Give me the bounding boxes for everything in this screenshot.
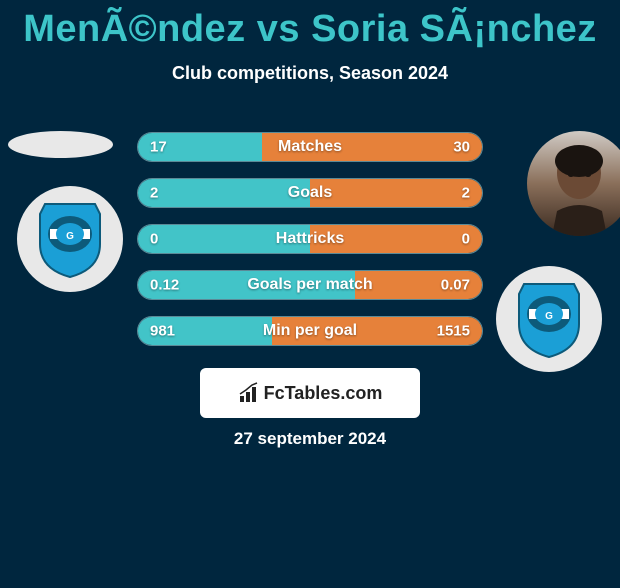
stat-value-right: 30 bbox=[453, 139, 470, 156]
stat-value-right: 1515 bbox=[437, 323, 470, 340]
shield-icon: G bbox=[514, 279, 584, 359]
player-right-avatar bbox=[527, 131, 620, 236]
brand-text: FcTables.com bbox=[238, 382, 383, 404]
stat-value-right: 0 bbox=[462, 231, 470, 248]
stat-value-left: 0 bbox=[150, 231, 158, 248]
stat-label: Matches bbox=[278, 138, 342, 156]
stat-row-mpg: 981 Min per goal 1515 bbox=[137, 316, 483, 346]
stat-value-left: 0.12 bbox=[150, 277, 179, 294]
stat-value-right: 2 bbox=[462, 185, 470, 202]
brand-label: FcTables.com bbox=[264, 383, 383, 404]
stat-label: Hattricks bbox=[276, 230, 344, 248]
shield-icon: G bbox=[35, 199, 105, 279]
chart-icon bbox=[238, 382, 260, 404]
stat-label: Goals bbox=[288, 184, 332, 202]
stat-label: Goals per match bbox=[247, 276, 372, 294]
stat-bar-right bbox=[310, 179, 482, 207]
stat-row-matches: 17 Matches 30 bbox=[137, 132, 483, 162]
stat-row-goals: 2 Goals 2 bbox=[137, 178, 483, 208]
stat-bar-left bbox=[138, 179, 310, 207]
club-left-badge: G bbox=[17, 186, 123, 292]
stat-value-left: 17 bbox=[150, 139, 167, 156]
stat-value-left: 2 bbox=[150, 185, 158, 202]
stats-container: 17 Matches 30 2 Goals 2 0 Hattricks 0 0.… bbox=[137, 132, 483, 362]
stat-value-left: 981 bbox=[150, 323, 175, 340]
club-right-badge: G bbox=[496, 266, 602, 372]
stat-label: Min per goal bbox=[263, 322, 357, 340]
subtitle: Club competitions, Season 2024 bbox=[0, 63, 620, 84]
player-left-avatar bbox=[8, 131, 113, 158]
date-text: 27 september 2024 bbox=[234, 429, 386, 449]
stat-row-gpm: 0.12 Goals per match 0.07 bbox=[137, 270, 483, 300]
stat-row-hattricks: 0 Hattricks 0 bbox=[137, 224, 483, 254]
svg-text:G: G bbox=[66, 231, 74, 242]
svg-text:G: G bbox=[545, 311, 553, 322]
page-title: MenÃ©ndez vs Soria SÃ¡nchez bbox=[0, 8, 620, 51]
stat-value-right: 0.07 bbox=[441, 277, 470, 294]
brand-box[interactable]: FcTables.com bbox=[200, 368, 420, 418]
